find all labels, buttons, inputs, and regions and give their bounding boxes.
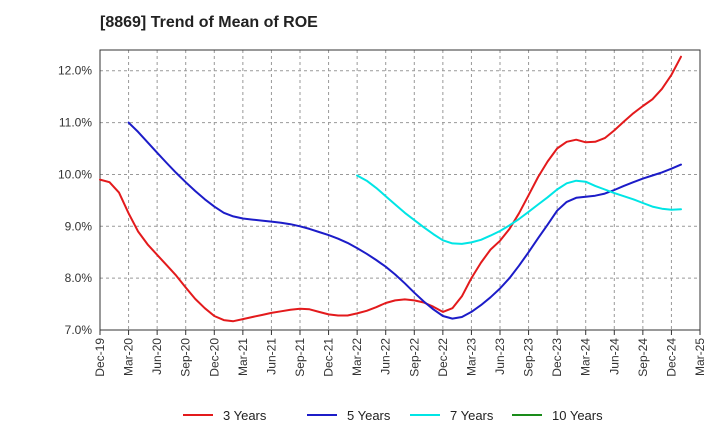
y-tick-label-3: 10.0% [58, 167, 92, 181]
x-tick-label-19: Sep-24 [636, 338, 650, 377]
chart-title: [8869] Trend of Mean of ROE [100, 14, 318, 31]
x-tick-label-2: Jun-20 [150, 338, 164, 375]
x-tick-label-9: Mar-22 [350, 338, 364, 376]
x-tick-label-12: Dec-22 [436, 338, 450, 377]
x-tick-label-21: Mar-25 [693, 338, 707, 376]
x-tick-label-16: Dec-23 [550, 338, 564, 377]
x-tick-label-14: Jun-23 [493, 338, 507, 375]
x-tick-label-20: Dec-24 [664, 338, 678, 377]
x-tick-label-3: Sep-20 [179, 338, 193, 377]
y-tick-label-1: 8.0% [65, 271, 93, 285]
x-tick-label-15: Sep-23 [522, 338, 536, 377]
plot-area-frame [99, 49, 701, 331]
y-tick-label-0: 7.0% [65, 323, 93, 337]
y-tick-label-5: 12.0% [58, 64, 92, 78]
legend-label-3-years: 3 Years [223, 408, 267, 423]
x-tick-label-4: Dec-20 [207, 338, 221, 377]
legend-label-7-years: 7 Years [450, 408, 494, 423]
x-tick-label-6: Jun-21 [264, 338, 278, 375]
series-line-7-years [356, 174, 682, 245]
x-tick-label-5: Mar-21 [236, 338, 250, 376]
x-tick-label-13: Mar-23 [464, 338, 478, 376]
x-tick-label-10: Jun-22 [379, 338, 393, 375]
x-tick-label-8: Dec-21 [322, 338, 336, 377]
x-tick-label-7: Sep-21 [293, 338, 307, 377]
x-tick-label-1: Mar-20 [122, 338, 136, 376]
legend-label-10-years: 10 Years [552, 408, 603, 423]
y-tick-label-4: 11.0% [59, 116, 92, 130]
series-line-3-years [99, 55, 682, 323]
x-tick-label-11: Sep-22 [407, 338, 421, 377]
x-tick-label-17: Mar-24 [579, 338, 593, 376]
series-line-5-years [127, 121, 682, 320]
x-tick-label-18: Jun-24 [607, 338, 621, 375]
y-tick-label-2: 9.0% [65, 219, 93, 233]
x-tick-label-0: Dec-19 [93, 338, 107, 377]
legend-label-5-years: 5 Years [347, 408, 391, 423]
